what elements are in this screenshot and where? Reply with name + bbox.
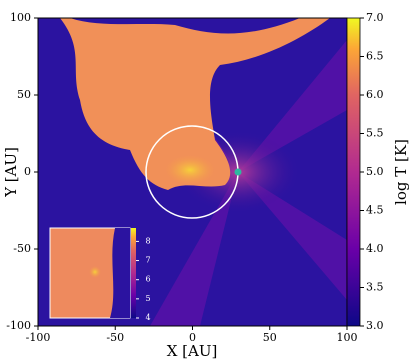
colorbar-tick-label: 4.5 bbox=[366, 204, 384, 217]
y-axis-label: Y [AU] bbox=[2, 147, 20, 198]
colorbar bbox=[346, 17, 361, 327]
x-tick-label: 0 bbox=[189, 331, 196, 344]
colorbar-tick-label: 3.0 bbox=[366, 319, 384, 332]
x-tick-label: -100 bbox=[26, 331, 51, 344]
inset-colorbar-tick-label: 4 bbox=[145, 313, 150, 322]
y-tick-label: 100 bbox=[10, 11, 31, 24]
temperature-map bbox=[38, 18, 347, 326]
inset-colorbar bbox=[131, 228, 136, 318]
x-axis-label: X [AU] bbox=[167, 342, 218, 360]
y-tick-label: 0 bbox=[24, 165, 31, 178]
y-tick-label: 50 bbox=[17, 88, 31, 101]
colorbar-tick-label: 3.5 bbox=[366, 281, 384, 294]
colorbar-tick-label: 5.0 bbox=[366, 165, 384, 178]
x-tick-label: 50 bbox=[263, 331, 277, 344]
colorbar-tick-label: 4.0 bbox=[366, 242, 384, 255]
y-tick-label: -50 bbox=[13, 242, 31, 255]
colorbar-label: log T [K] bbox=[392, 139, 410, 205]
x-tick-label: -50 bbox=[106, 331, 124, 344]
colorbar-tick-label: 6.5 bbox=[366, 50, 384, 63]
inset-colorbar-tick-label: 7 bbox=[145, 256, 150, 265]
colorbar-tick-label: 5.5 bbox=[366, 127, 384, 140]
inset-colorbar-tick-label: 5 bbox=[145, 294, 150, 303]
inset-colorbar-tick-label: 6 bbox=[145, 275, 150, 284]
colorbar-tick-label: 6.0 bbox=[366, 88, 384, 101]
inset-colorbar-tick-label: 8 bbox=[145, 236, 150, 245]
colorbar-tick-label: 7.0 bbox=[366, 11, 384, 24]
y-tick-label: -100 bbox=[6, 319, 31, 332]
x-tick-label: 100 bbox=[337, 331, 358, 344]
